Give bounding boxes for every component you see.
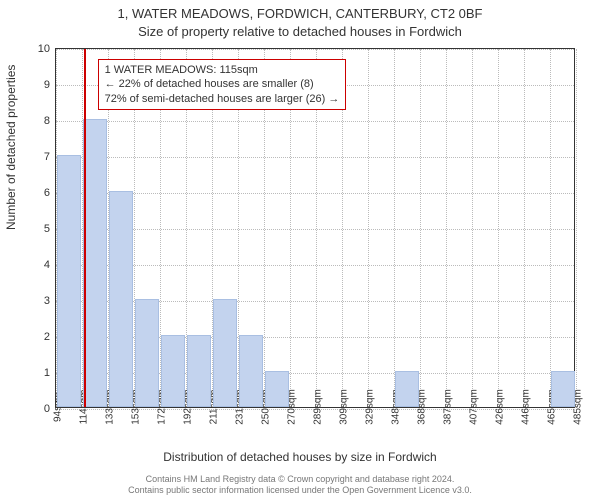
histogram-bar [395,371,420,407]
gridline-v [420,49,421,407]
histogram-bar [239,335,264,407]
y-tick: 6 [44,187,56,199]
y-tick: 10 [38,43,56,55]
x-tick: 387sqm [439,389,454,425]
gridline-v [472,49,473,407]
chart-footer: Contains HM Land Registry data © Crown c… [0,474,600,496]
chart-title-main: 1, WATER MEADOWS, FORDWICH, CANTERBURY, … [0,6,600,21]
y-tick: 7 [44,151,56,163]
x-tick: 329sqm [361,389,376,425]
gridline-v [394,49,395,407]
chart-plot-area: 01234567891094sqm114sqm133sqm153sqm172sq… [55,48,575,408]
x-tick: 289sqm [309,389,324,425]
y-tick: 4 [44,259,56,271]
footer-line-2: Contains public sector information licen… [0,485,600,496]
gridline-v [576,49,577,407]
histogram-bar [135,299,160,407]
x-tick: 407sqm [465,389,480,425]
histogram-bar [187,335,212,407]
gridline-v [524,49,525,407]
gridline-v [550,49,551,407]
histogram-bar [265,371,290,407]
x-tick: 309sqm [335,389,350,425]
histogram-bar [83,119,108,407]
y-tick: 1 [44,367,56,379]
y-tick: 2 [44,331,56,343]
histogram-bar [161,335,186,407]
histogram-bar [109,191,134,407]
y-axis-label: Number of detached properties [4,65,18,230]
y-tick: 5 [44,223,56,235]
info-box: 1 WATER MEADOWS: 115sqm← 22% of detached… [98,59,347,110]
gridline-v [498,49,499,407]
chart-title-sub: Size of property relative to detached ho… [0,24,600,39]
info-box-line: 1 WATER MEADOWS: 115sqm [105,63,340,77]
y-tick: 8 [44,115,56,127]
gridline-v [368,49,369,407]
y-tick: 9 [44,79,56,91]
info-box-line: 72% of semi-detached houses are larger (… [105,92,340,106]
x-tick: 446sqm [517,389,532,425]
y-tick: 3 [44,295,56,307]
x-axis-label: Distribution of detached houses by size … [0,450,600,464]
histogram-bar [551,371,576,407]
footer-line-1: Contains HM Land Registry data © Crown c… [0,474,600,485]
histogram-bar [213,299,238,407]
histogram-bar [57,155,82,407]
info-box-line: ← 22% of detached houses are smaller (8) [105,77,340,91]
x-tick: 426sqm [491,389,506,425]
marker-line [84,49,86,407]
gridline-v [446,49,447,407]
